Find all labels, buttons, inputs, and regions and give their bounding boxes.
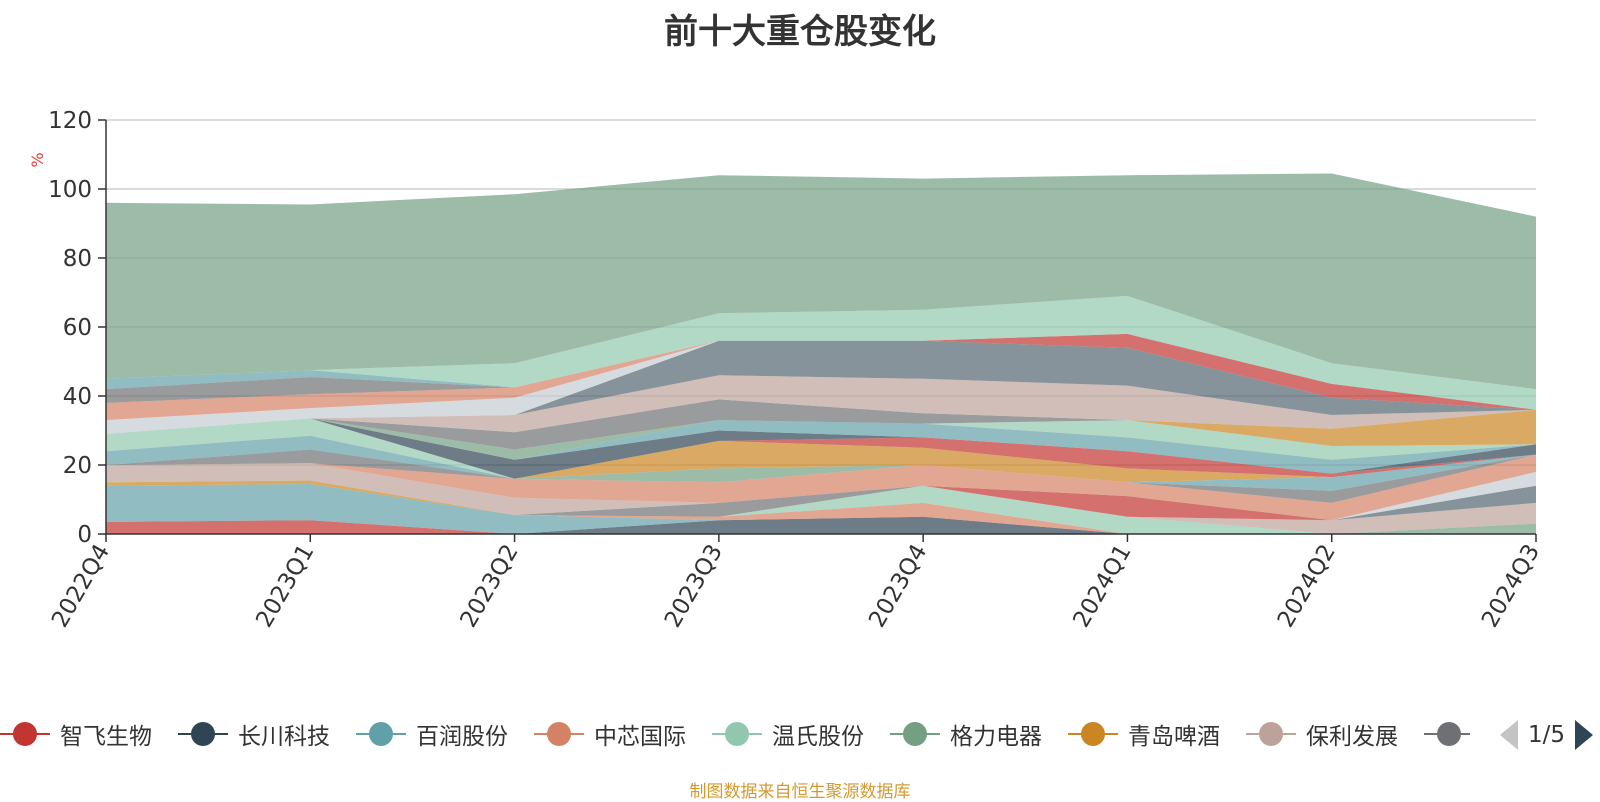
legend-marker: [0, 722, 50, 746]
x-tick-label: 2023Q2: [456, 540, 524, 632]
legend-marker: [1246, 722, 1296, 746]
x-tick-label: 2023Q1: [251, 540, 319, 632]
area-series-1[interactable]: [106, 520, 1536, 534]
legend-label: 格力电器: [950, 724, 1042, 750]
y-tick-label: 100: [48, 177, 92, 203]
y-axis-unit-label: %: [28, 152, 47, 167]
legend-label: 长川科技: [238, 724, 330, 750]
legend-item[interactable]: 格力电器: [890, 714, 1042, 754]
chart-title: 前十大重仓股变化: [664, 12, 936, 52]
area-series-29[interactable]: [106, 375, 1536, 434]
area-series-22[interactable]: [106, 418, 1536, 479]
legend-prev-page-button[interactable]: [1500, 720, 1518, 750]
area-series-21[interactable]: [106, 418, 1536, 479]
legend-marker: [534, 722, 584, 746]
legend-marker: [890, 722, 940, 746]
area-series-12[interactable]: [106, 471, 1536, 521]
y-tick-label: 60: [63, 315, 92, 341]
stacked-area-chart: 0 20 40 60 80 100 120 2022Q4 2023Q1 2023Q2 2023Q3 2…: [28, 108, 1545, 632]
area-series-30[interactable]: [106, 340, 1536, 434]
legend-marker: [1424, 722, 1470, 746]
legend-marker: [178, 722, 228, 746]
y-tick-label: 40: [63, 384, 92, 410]
legend-marker: [1068, 722, 1118, 746]
legend: 智飞生物 长川科技 百润股份 中芯国际 温氏股份 格力电器 青岛啤酒 保利发展: [0, 714, 1470, 754]
legend-label: 保利发展: [1306, 724, 1398, 750]
area-series-28[interactable]: [106, 399, 1536, 450]
legend-item[interactable]: 中芯国际: [534, 714, 686, 754]
area-series-13[interactable]: [106, 463, 1536, 521]
area-series-18[interactable]: [106, 440, 1536, 483]
legend-label: 中芯国际: [594, 724, 686, 750]
area-series-37[interactable]: [106, 173, 1536, 390]
x-tick-label: 2023Q4: [864, 540, 932, 632]
x-tick-label: 2023Q3: [660, 540, 728, 632]
legend-item[interactable]: 百润股份: [356, 714, 508, 754]
y-tick-label: 120: [48, 108, 92, 134]
area-series-36[interactable]: [106, 295, 1536, 410]
area-series-27[interactable]: [106, 409, 1536, 460]
area-series-5[interactable]: [106, 484, 1536, 534]
area-series-16[interactable]: [106, 454, 1536, 491]
x-tick-label: 2024Q2: [1273, 540, 1341, 632]
area-series-14[interactable]: [106, 454, 1536, 521]
area-series-3[interactable]: [106, 484, 1536, 534]
legend-page-indicator: 1/5: [1528, 722, 1566, 748]
legend-item[interactable]: 青岛啤酒: [1068, 714, 1220, 754]
area-series-26[interactable]: [106, 409, 1536, 460]
legend-next-page-button[interactable]: [1575, 720, 1594, 750]
legend-item[interactable]: [1424, 714, 1470, 754]
legend-label: 温氏股份: [772, 724, 864, 750]
area-series-33[interactable]: [106, 333, 1536, 421]
area-series-31[interactable]: [106, 333, 1536, 434]
legend-marker: [356, 722, 406, 746]
legend-label: 智飞生物: [60, 724, 152, 750]
area-series-32[interactable]: [106, 333, 1536, 434]
y-tick-label: 20: [63, 453, 92, 479]
area-series-25[interactable]: [106, 418, 1536, 460]
legend-item[interactable]: 温氏股份: [712, 714, 864, 754]
x-tick-label: 2022Q4: [47, 540, 115, 632]
y-tick-label: 80: [63, 246, 92, 272]
source-note: 制图数据来自恒生聚源数据库: [689, 782, 911, 802]
legend-label: 百润股份: [416, 724, 508, 750]
legend-label: 青岛啤酒: [1128, 724, 1220, 750]
legend-item[interactable]: 智飞生物: [0, 714, 152, 754]
legend-item[interactable]: 保利发展: [1246, 714, 1398, 754]
area-series-24[interactable]: [106, 418, 1536, 474]
x-tick-label: 2024Q1: [1068, 540, 1136, 632]
x-tick-label: 2024Q3: [1477, 540, 1545, 632]
legend-item[interactable]: 长川科技: [178, 714, 330, 754]
area-series-17[interactable]: [106, 454, 1536, 483]
legend-marker: [712, 722, 762, 746]
area-series-8[interactable]: [106, 480, 1536, 535]
legend-pager: 1/5: [1500, 718, 1600, 752]
area-series-2[interactable]: [106, 516, 1536, 534]
area-series-20[interactable]: [106, 435, 1536, 479]
y-tick-label: 0: [77, 522, 92, 548]
area-series-9[interactable]: [106, 480, 1536, 521]
